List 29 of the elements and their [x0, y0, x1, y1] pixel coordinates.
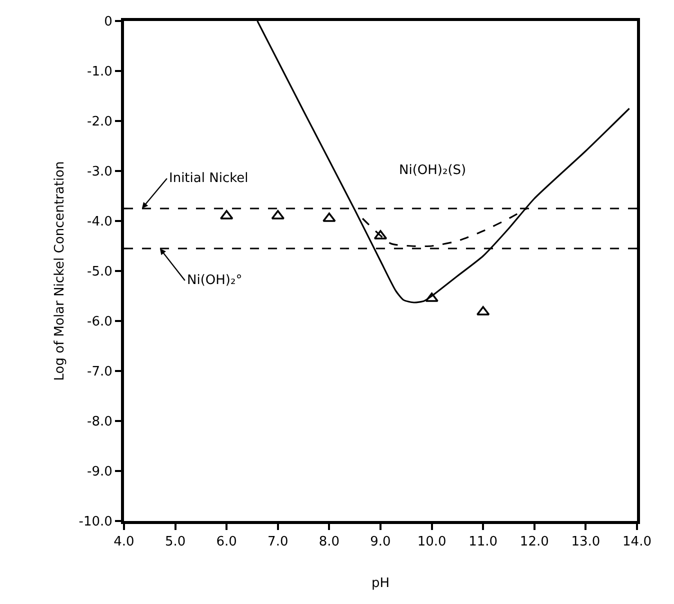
ref-line-label: Initial Nickel [169, 171, 248, 186]
y-tick-label: -3.0 [87, 164, 112, 180]
x-tick-label: 6.0 [216, 534, 237, 550]
y-tick-label: -10.0 [78, 514, 112, 530]
y-tick-label: -9.0 [87, 464, 112, 480]
x-tick-label: 11.0 [468, 534, 498, 550]
ref-line-label: Ni(OH)₂° [187, 273, 242, 288]
x-tick-label: 8.0 [318, 534, 340, 550]
y-tick-label: -2.0 [87, 114, 112, 130]
annotation: Ni(OH)₂(S) [399, 163, 466, 178]
y-tick-label: -4.0 [87, 214, 112, 230]
y-tick-label: -1.0 [87, 64, 112, 80]
y-tick-label: 0 [104, 14, 112, 30]
y-axis-title: Log of Molar Nickel Concentration [52, 161, 68, 381]
x-tick-label: 14.0 [622, 534, 652, 550]
point [425, 292, 438, 302]
y-tick-label: -6.0 [87, 314, 112, 330]
point [322, 212, 336, 222]
x-axis-title: pH [371, 576, 390, 592]
x-tick-label: 7.0 [268, 534, 288, 550]
x-tick-label: 13.0 [571, 534, 600, 550]
x-tick-label: 5.0 [164, 534, 186, 550]
x-tick-label: 4.0 [114, 534, 134, 550]
y-tick-label: -8.0 [87, 414, 112, 430]
x-tick-label: 12.0 [520, 534, 549, 550]
x-tick-label: 9.0 [370, 534, 391, 550]
y-tick-label: -5.0 [87, 264, 112, 280]
x-tick-label: 10.0 [417, 534, 446, 550]
y-tick-label: -7.0 [87, 364, 112, 380]
